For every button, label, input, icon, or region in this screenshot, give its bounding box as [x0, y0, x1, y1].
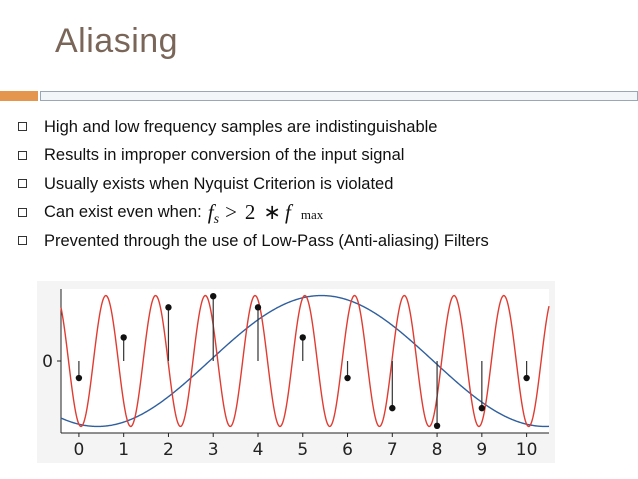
sample-point — [210, 293, 217, 300]
square-bullet-icon — [18, 122, 27, 132]
sample-point — [344, 374, 351, 382]
x-tick-label: 10 — [516, 440, 538, 460]
sample-point — [299, 334, 306, 341]
sample-point — [523, 374, 530, 382]
formula-subscript-s: s — [213, 212, 220, 228]
bullet-item: Usually exists when Nyquist Criterion is… — [18, 170, 489, 199]
sample-point — [165, 304, 172, 311]
formula-f: f — [207, 200, 214, 225]
formula-max: max — [300, 207, 324, 223]
formula-f-max: f — [285, 200, 291, 225]
square-bullet-icon — [18, 150, 27, 160]
x-tick-label: 3 — [208, 440, 219, 460]
sample-point — [478, 404, 486, 412]
sample-point — [254, 304, 262, 311]
title-rule-accent — [0, 91, 38, 101]
sample-point — [75, 374, 83, 382]
formula-greater-than: > — [225, 200, 237, 225]
x-tick-label: 2 — [163, 440, 174, 460]
sample-point — [433, 422, 441, 429]
aliasing-plot: 0 1 2 3 4 5 6 7 8 9 10 0 — [37, 281, 555, 463]
bullet-text: Usually exists when Nyquist Criterion is… — [44, 174, 394, 193]
x-tick-label: 7 — [387, 440, 398, 460]
bullet-text: Results in improper conversion of the in… — [44, 146, 405, 165]
bullet-item: Results in improper conversion of the in… — [18, 142, 489, 171]
square-bullet-icon — [18, 179, 27, 189]
bullet-item: Prevented through the use of Low-Pass (A… — [18, 227, 489, 256]
low-frequency-curve — [60, 294, 550, 428]
x-tick-label: 0 — [73, 440, 84, 460]
bullet-text: High and low frequency samples are indis… — [44, 117, 438, 136]
bullet-text: Can exist even when: — [44, 203, 202, 222]
title-rule-bar — [40, 91, 638, 101]
square-bullet-icon — [18, 236, 27, 246]
x-tick-label: 8 — [432, 440, 443, 460]
bullet-text: Prevented through the use of Low-Pass (A… — [44, 231, 489, 250]
y-tick-label: 0 — [42, 352, 53, 372]
high-frequency-curve — [60, 294, 550, 428]
plot-area — [61, 289, 549, 433]
x-tick-label: 5 — [297, 440, 308, 460]
formula-times: ∗ — [263, 200, 282, 225]
square-bullet-icon — [18, 207, 27, 217]
x-tick-label: 6 — [342, 440, 353, 460]
x-tick-label: 1 — [118, 440, 129, 460]
slide-title: Aliasing — [55, 22, 179, 60]
x-tick-label: 9 — [476, 440, 487, 460]
sample-point — [389, 404, 396, 412]
bullet-list: High and low frequency samples are indis… — [18, 113, 489, 256]
x-tick-label: 4 — [253, 440, 264, 460]
formula-two: 2 — [244, 200, 256, 225]
sample-point — [120, 334, 127, 341]
bullet-item: High and low frequency samples are indis… — [18, 113, 489, 142]
